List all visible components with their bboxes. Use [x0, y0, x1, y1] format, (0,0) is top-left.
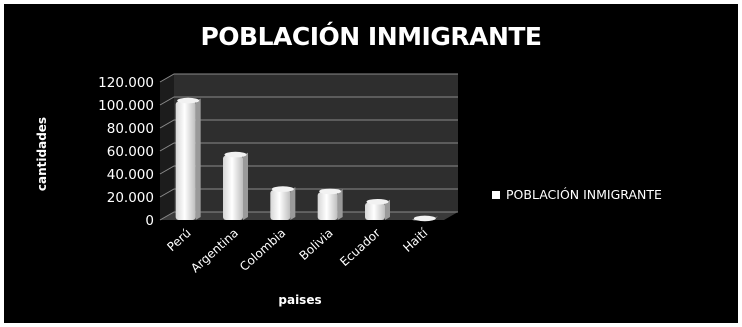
bar: [412, 215, 438, 222]
x-tick-label: Bolivia: [297, 226, 336, 263]
gridline: [159, 142, 458, 152]
y-tick-label: 80.000: [107, 121, 154, 137]
y-tick-label: 120.000: [98, 75, 154, 91]
chart-frame: POBLACIÓN INMIGRANTE 0 20.000 40.000 60.000…: [4, 4, 738, 323]
y-tick-label: 20.000: [107, 190, 154, 206]
legend-label: POBLACIÓN INMIGRANTE: [506, 187, 662, 202]
gridline: [159, 73, 458, 83]
bar: [365, 198, 390, 220]
bar: [223, 151, 248, 220]
plot-floor: [160, 212, 458, 220]
x-tick-label: Perú: [164, 226, 193, 254]
legend: POBLACIÓN INMIGRANTE: [492, 187, 662, 202]
y-axis-label: cantidades: [35, 117, 49, 191]
x-axis-label: paises: [278, 293, 321, 307]
gridline: [159, 211, 458, 221]
y-tick-label: 60.000: [107, 144, 154, 160]
y-axis-ticks: 0 20.000 40.000 60.000 80.000 100.000 120.000: [98, 75, 154, 229]
bar: [317, 188, 343, 220]
x-tick-label: Colombia: [237, 226, 288, 274]
x-tick-label: Ecuador: [337, 226, 383, 269]
gridline: [159, 96, 458, 106]
chart-title: POBLACIÓN INMIGRANTE: [200, 22, 542, 51]
bar: [175, 97, 201, 220]
bars: [175, 97, 438, 222]
plot-walls: [160, 74, 458, 220]
y-tick-label: 100.000: [98, 98, 154, 114]
chart-plot: 020.00040.00060.00080.000100.000120.000 …: [35, 73, 458, 307]
bar: [270, 186, 296, 220]
x-tick-label: Haití: [400, 225, 430, 254]
legend-swatch: [492, 190, 500, 199]
gridline: [159, 188, 458, 198]
x-tick-label: Argentina: [188, 226, 241, 276]
y-tick-label: 0: [145, 213, 154, 229]
gridline: [159, 119, 458, 129]
gridlines: [159, 73, 458, 221]
y-tick-label: 40.000: [107, 167, 154, 183]
gridline: [159, 165, 458, 175]
